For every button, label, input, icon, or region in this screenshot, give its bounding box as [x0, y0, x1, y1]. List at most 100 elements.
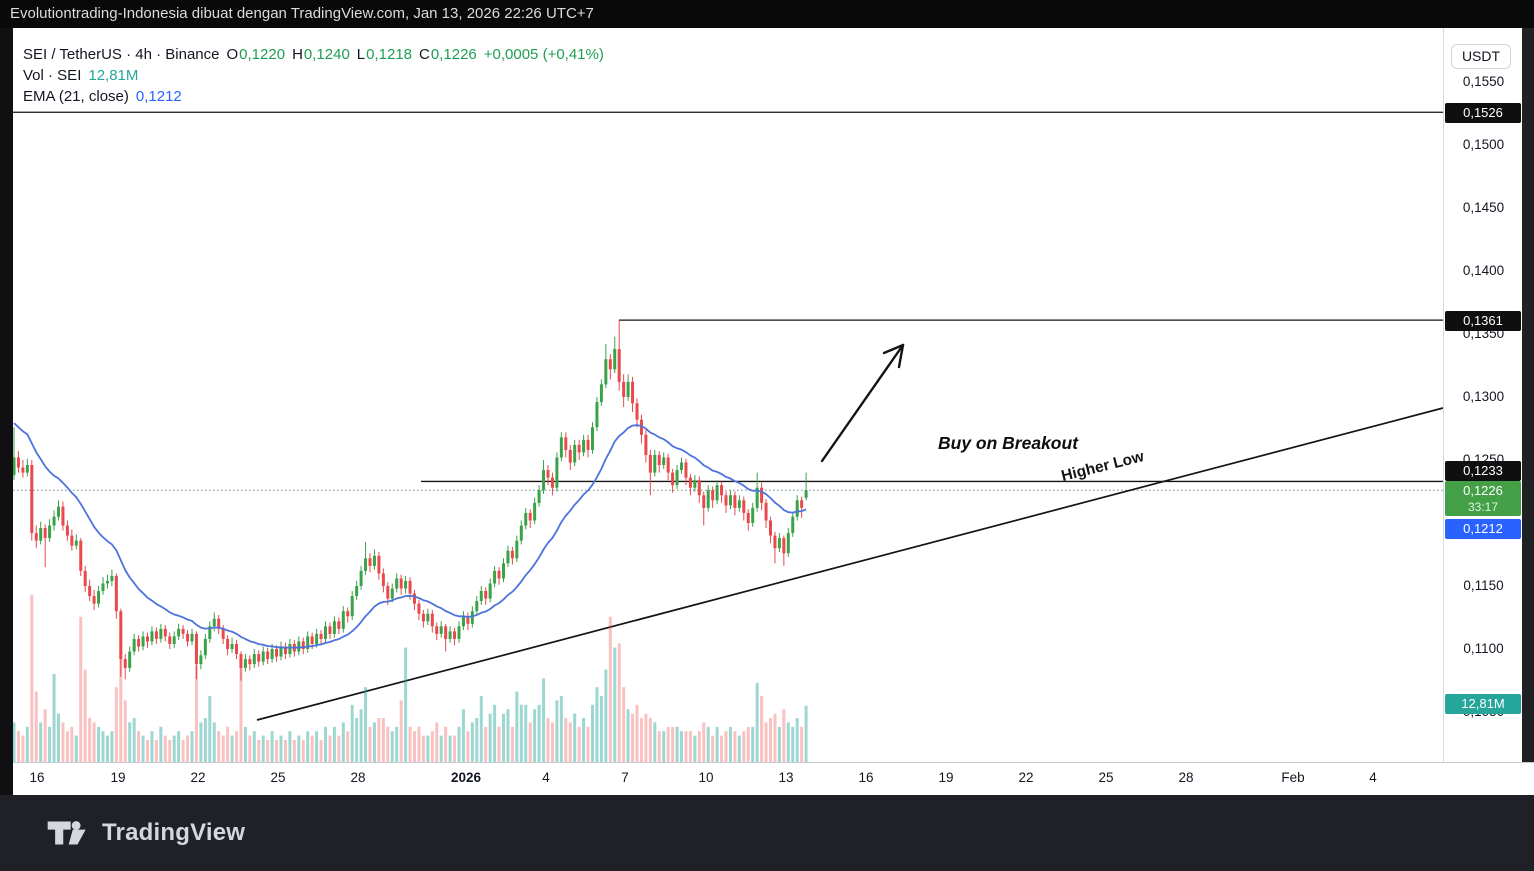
candle-body — [421, 613, 425, 622]
volume-bar — [92, 722, 96, 762]
volume-bar — [57, 713, 60, 762]
volume-bar — [537, 704, 541, 762]
candle-body — [542, 470, 546, 491]
volume-bar — [444, 726, 448, 762]
volume-bar — [377, 718, 381, 762]
volume-bar — [786, 722, 790, 762]
volume-bar — [604, 669, 608, 762]
volume-bar — [755, 682, 759, 762]
volume-bar — [332, 726, 336, 762]
time-tick-label: 7 — [621, 770, 629, 785]
ema-value: 0,1212 — [135, 88, 182, 105]
volume-bar — [203, 718, 207, 762]
price-axis[interactable]: USDT 0,1550 0,1500 0,1450 0,1400 0,1350 0,130… — [1443, 28, 1522, 762]
candle-body — [742, 500, 746, 513]
candle-body — [417, 603, 421, 614]
candle-body — [217, 618, 221, 629]
volume-bar — [266, 740, 270, 762]
candle-body — [239, 654, 243, 668]
tradingview-logo-icon — [47, 821, 86, 845]
buy-on-breakout-label[interactable]: Buy on Breakout — [938, 433, 1079, 453]
volume-bar — [39, 722, 43, 762]
candle-body — [137, 638, 141, 647]
volume-bar — [337, 735, 341, 762]
volume-bar — [208, 696, 212, 762]
candle-body — [448, 631, 452, 639]
time-tick-label: 10 — [698, 770, 714, 785]
candle-body — [728, 495, 732, 506]
candle-body — [804, 490, 808, 498]
volume-bar — [310, 735, 314, 762]
candle-body — [110, 575, 114, 581]
volume-bar — [381, 718, 385, 762]
volume-bar — [177, 731, 181, 762]
volume-bar — [248, 735, 252, 762]
candle-body — [34, 533, 38, 541]
volume-bar — [88, 718, 92, 762]
time-tick-label: 16 — [29, 770, 45, 785]
time-tick-label: 25 — [1098, 770, 1114, 785]
candle-body — [177, 628, 181, 637]
volume-legend-row[interactable]: Vol · SEI 12,81M — [23, 65, 604, 86]
candle-body — [515, 540, 519, 559]
volume-bar — [524, 704, 528, 762]
volume-bar — [30, 594, 34, 762]
volume-bar — [622, 687, 626, 762]
time-tick-label: 19 — [110, 770, 126, 785]
price-badge-black: 0,1361 — [1445, 311, 1521, 331]
volume-bar — [711, 735, 715, 762]
volume-bar — [573, 713, 577, 762]
footer-bar: TradingView — [0, 795, 1534, 871]
trendline[interactable] — [256, 407, 1444, 721]
volume-bar — [261, 735, 265, 762]
candle-body — [226, 638, 230, 649]
time-axis[interactable]: 16 19 22 25 28 2026 4 7 10 13 16 19 22 25 28 Feb 4 — [13, 762, 1443, 795]
candle-body — [680, 462, 683, 471]
volume-bar — [279, 735, 283, 762]
candle-body — [346, 611, 350, 617]
candle-body — [52, 516, 56, 526]
candle-body — [372, 555, 376, 566]
volume-bar — [728, 726, 732, 762]
candle-body — [795, 500, 799, 517]
candle-body — [430, 613, 434, 627]
left-border-strip — [0, 28, 13, 795]
price-badge-teal: 12,81M — [1445, 694, 1521, 714]
ema-line[interactable] — [13, 422, 807, 649]
ema-legend-row[interactable]: EMA (21, close) 0,1212 — [23, 86, 604, 107]
ema-label: EMA (21, close) — [23, 88, 129, 105]
candle-body — [337, 621, 341, 629]
volume-bar — [368, 726, 372, 762]
volume-bar — [653, 722, 657, 762]
volume-bar — [564, 718, 568, 762]
candle-body — [568, 449, 572, 463]
volume-bar — [782, 709, 786, 762]
tradingview-logo[interactable]: TradingView — [47, 818, 245, 848]
candle-body — [528, 512, 532, 521]
candle-body — [457, 626, 461, 639]
volume-bar — [52, 674, 56, 762]
candle-body — [724, 495, 728, 506]
volume-bar — [497, 726, 501, 762]
volume-bar — [252, 731, 256, 762]
candle-body — [715, 485, 719, 501]
candle-body — [733, 495, 737, 508]
candle-body — [172, 636, 176, 644]
volume-bar — [742, 731, 746, 762]
candle-body — [617, 349, 621, 382]
volume-bar — [43, 709, 47, 762]
volume-bar — [230, 735, 234, 762]
volume-bar — [493, 704, 497, 762]
volume-bar — [697, 731, 701, 762]
volume-bar — [355, 718, 359, 762]
volume-bar — [586, 726, 590, 762]
candle-body — [453, 631, 457, 639]
candle-body — [435, 626, 439, 634]
volume-bar — [350, 704, 354, 762]
currency-toggle-button[interactable]: USDT — [1451, 44, 1511, 69]
breakout-arrow[interactable] — [820, 343, 905, 463]
candle-body — [764, 502, 768, 521]
volume-bar — [479, 696, 483, 762]
